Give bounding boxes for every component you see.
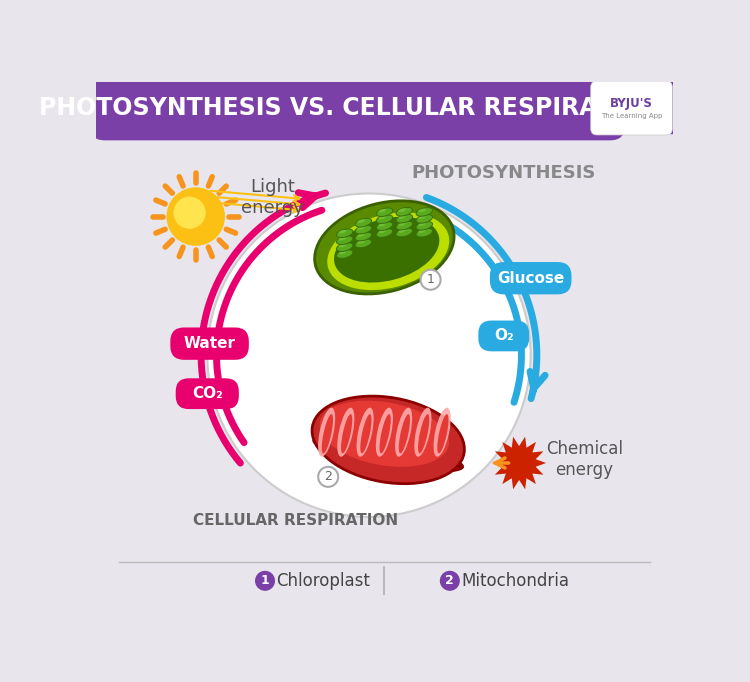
Text: PHOTOSYNTHESIS: PHOTOSYNTHESIS xyxy=(412,164,596,181)
Circle shape xyxy=(318,467,338,487)
Ellipse shape xyxy=(396,228,412,237)
Ellipse shape xyxy=(357,226,364,230)
FancyBboxPatch shape xyxy=(170,327,249,360)
Text: 1: 1 xyxy=(261,574,269,587)
Ellipse shape xyxy=(322,414,333,454)
Text: Water: Water xyxy=(184,336,236,351)
Ellipse shape xyxy=(396,221,412,230)
Ellipse shape xyxy=(416,222,433,230)
Ellipse shape xyxy=(379,230,386,233)
Ellipse shape xyxy=(356,218,372,227)
Ellipse shape xyxy=(398,209,406,212)
Ellipse shape xyxy=(357,233,364,237)
Ellipse shape xyxy=(338,408,355,457)
FancyBboxPatch shape xyxy=(96,82,674,134)
Circle shape xyxy=(173,196,206,229)
Ellipse shape xyxy=(356,225,372,234)
Ellipse shape xyxy=(396,207,412,216)
Text: CO₂: CO₂ xyxy=(192,386,223,401)
Ellipse shape xyxy=(398,229,406,233)
Ellipse shape xyxy=(376,222,393,231)
Ellipse shape xyxy=(379,209,386,213)
Ellipse shape xyxy=(337,250,353,258)
Ellipse shape xyxy=(312,435,464,473)
Ellipse shape xyxy=(360,414,371,454)
Text: The Learning App: The Learning App xyxy=(601,113,662,119)
Ellipse shape xyxy=(320,400,449,467)
Ellipse shape xyxy=(357,220,364,223)
Ellipse shape xyxy=(339,251,346,254)
Ellipse shape xyxy=(334,217,440,282)
Ellipse shape xyxy=(376,215,393,224)
Ellipse shape xyxy=(379,223,386,226)
Text: Glucose: Glucose xyxy=(497,271,564,286)
Circle shape xyxy=(255,571,275,591)
Ellipse shape xyxy=(376,208,393,216)
Text: Light
energy: Light energy xyxy=(242,178,304,217)
Ellipse shape xyxy=(399,414,410,454)
Ellipse shape xyxy=(414,408,431,457)
Ellipse shape xyxy=(398,222,406,226)
Ellipse shape xyxy=(339,230,346,233)
Ellipse shape xyxy=(418,414,429,454)
Ellipse shape xyxy=(356,239,372,248)
FancyBboxPatch shape xyxy=(478,321,530,351)
Ellipse shape xyxy=(396,214,412,223)
Ellipse shape xyxy=(379,216,386,220)
FancyBboxPatch shape xyxy=(591,81,672,135)
Text: Chemical
energy: Chemical energy xyxy=(546,440,623,479)
Ellipse shape xyxy=(437,414,448,454)
Ellipse shape xyxy=(315,201,454,294)
FancyBboxPatch shape xyxy=(490,262,572,295)
Ellipse shape xyxy=(419,222,426,226)
FancyBboxPatch shape xyxy=(89,76,626,140)
FancyBboxPatch shape xyxy=(176,379,238,409)
Text: PHOTOSYNTHESIS VS. CELLULAR RESPIRATION: PHOTOSYNTHESIS VS. CELLULAR RESPIRATION xyxy=(39,96,661,120)
Ellipse shape xyxy=(395,408,412,457)
Ellipse shape xyxy=(416,215,433,223)
Text: Mitochondria: Mitochondria xyxy=(461,572,569,590)
Ellipse shape xyxy=(356,408,374,457)
Ellipse shape xyxy=(419,209,426,212)
Ellipse shape xyxy=(416,207,433,216)
Ellipse shape xyxy=(416,228,433,237)
Ellipse shape xyxy=(376,408,393,457)
Ellipse shape xyxy=(433,408,451,457)
Ellipse shape xyxy=(356,232,372,241)
Ellipse shape xyxy=(419,229,426,233)
Text: Chloroplast: Chloroplast xyxy=(276,572,370,590)
Ellipse shape xyxy=(419,216,426,219)
Ellipse shape xyxy=(339,237,346,241)
Ellipse shape xyxy=(318,408,335,457)
Circle shape xyxy=(421,269,440,290)
Ellipse shape xyxy=(337,236,353,244)
Ellipse shape xyxy=(337,229,353,237)
Ellipse shape xyxy=(337,243,353,252)
Ellipse shape xyxy=(376,228,393,237)
Ellipse shape xyxy=(357,240,364,243)
Text: O₂: O₂ xyxy=(494,329,514,344)
Text: CELLULAR RESPIRATION: CELLULAR RESPIRATION xyxy=(194,514,398,529)
Circle shape xyxy=(166,188,225,246)
Polygon shape xyxy=(492,436,546,489)
Ellipse shape xyxy=(327,212,449,290)
Text: 1: 1 xyxy=(427,273,434,286)
Circle shape xyxy=(440,571,460,591)
Ellipse shape xyxy=(312,396,464,484)
Ellipse shape xyxy=(398,216,406,219)
Ellipse shape xyxy=(341,414,352,454)
Ellipse shape xyxy=(380,414,391,454)
Text: 2: 2 xyxy=(446,574,454,587)
Text: BYJU'S: BYJU'S xyxy=(610,97,653,110)
Ellipse shape xyxy=(339,243,346,248)
Text: 2: 2 xyxy=(324,471,332,484)
Circle shape xyxy=(207,194,531,517)
